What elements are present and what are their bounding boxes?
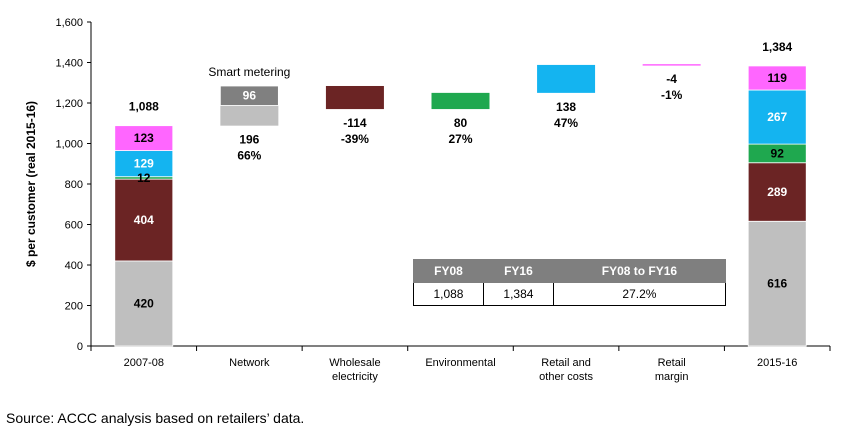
segment-value-label: 616	[767, 277, 787, 291]
segment-value-label: 12	[137, 171, 151, 185]
segment-value-label: 420	[134, 296, 154, 310]
source-note: Source: ACCC analysis based on retailers…	[6, 410, 305, 426]
segment-value-label: 267	[767, 110, 787, 124]
change-bar	[325, 85, 384, 110]
x-category-label: Network	[229, 357, 270, 369]
summary-table: FY08 FY16 FY08 to FY16 1,088 1,384 27.2%	[413, 259, 727, 306]
segment-value-label: 92	[771, 146, 785, 160]
bar-segment	[747, 65, 807, 91]
table-cell-fy08: 1,088	[413, 282, 484, 306]
bar-segment	[114, 125, 174, 151]
smart-metering-bar	[219, 85, 279, 106]
x-category-label: 2007-08	[124, 357, 164, 369]
change-pct-label: 47%	[554, 116, 578, 130]
axes: 0 200 400 600 800 1,000 1,200 1,400 1,600 $ per c…	[24, 17, 831, 383]
stack-total-label: 1,384	[762, 40, 792, 54]
x-category-label: Environmental	[425, 357, 495, 369]
change-value-label: 80	[454, 116, 468, 130]
y-tick-label: 0	[77, 341, 83, 353]
table-cell-fy16: 1,384	[482, 282, 554, 306]
bar-segment	[114, 260, 174, 347]
y-tick-label: 1,600	[55, 17, 83, 29]
summary-table-row: 1,088 1,384 27.2%	[413, 282, 727, 306]
y-tick-label: 400	[65, 260, 83, 272]
bar-segment	[747, 220, 807, 347]
change-bar	[220, 105, 279, 126]
x-category-label: 2015-16	[757, 357, 797, 369]
table-header-change: FY08 to FY16	[552, 259, 727, 283]
segment-value-label: 129	[134, 157, 154, 171]
x-category-label: Retail margin	[655, 357, 689, 383]
table-header-fy16: FY16	[482, 259, 554, 283]
change-pct-label: -1%	[661, 88, 683, 102]
smart-metering-value-label: 96	[243, 89, 257, 103]
table-header-fy08: FY08	[413, 259, 484, 283]
y-tick-label: 800	[65, 179, 83, 191]
change-bar	[431, 92, 490, 110]
segment-value-label: 404	[134, 213, 154, 227]
summary-table-header-row: FY08 FY16 FY08 to FY16	[413, 259, 727, 283]
change-value-label: 196	[239, 133, 259, 147]
chart-marks	[114, 64, 807, 347]
change-value-label: -4	[666, 72, 677, 86]
segment-value-label: 289	[767, 185, 787, 199]
change-value-label: -114	[343, 116, 367, 130]
bar-segment	[747, 162, 807, 222]
y-tick-label: 1,000	[55, 139, 83, 151]
table-cell-change: 27.2%	[552, 282, 727, 306]
bar-segment	[114, 178, 174, 262]
y-tick-label: 1,400	[55, 58, 83, 70]
bar-segment	[747, 89, 807, 145]
segment-value-label: 119	[768, 71, 788, 85]
x-category-label: Retail and other costs	[539, 357, 593, 383]
change-value-label: 138	[556, 100, 576, 114]
x-category-label: Wholesale electricity	[329, 357, 380, 383]
bar-segment	[114, 150, 174, 178]
change-bar	[537, 64, 596, 93]
change-pct-label: 27%	[448, 132, 472, 146]
change-pct-label: -39%	[341, 132, 369, 146]
y-tick-label: 600	[65, 220, 83, 232]
y-axis-label: $ per customer (real 2015-16)	[24, 101, 38, 267]
segment-value-label: 123	[134, 131, 154, 145]
smart-metering-annotation: Smart metering	[208, 65, 290, 79]
y-tick-label: 200	[65, 301, 83, 313]
stack-total-label: 1,088	[129, 100, 159, 114]
y-tick-label: 1,200	[55, 98, 83, 110]
change-pct-label: 66%	[237, 149, 261, 163]
